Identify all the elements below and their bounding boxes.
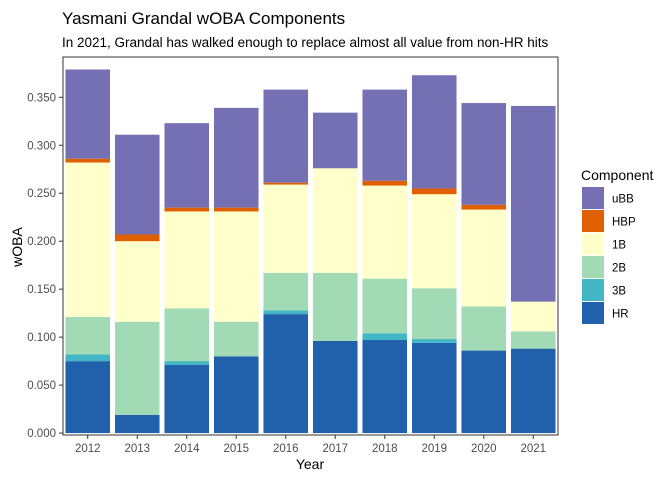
bar-segment-1b-2015	[213, 211, 259, 322]
bar-segment-hbp-2018	[362, 180, 408, 186]
bar-segment-ubb-2012	[65, 69, 111, 159]
chart-title: Yasmani Grandal wOBA Components	[62, 9, 345, 28]
x-axis-title: Year	[296, 456, 325, 472]
plot-panel-border	[62, 56, 559, 436]
x-tick-label: 2015	[223, 443, 249, 455]
y-axis-title: wOBA	[9, 227, 25, 268]
bar-segment-1b-2014	[164, 211, 210, 309]
legend-label-1b: 1B	[612, 240, 626, 252]
bar-segment-ubb-2017	[312, 112, 358, 169]
bar-segment-hbp-2019	[411, 188, 457, 195]
legend-title: Component	[581, 167, 653, 183]
bar-segment-hbp-2015	[213, 207, 259, 212]
bar-segment-hr-2015	[213, 356, 259, 434]
bar-segment-hr-2016	[263, 314, 309, 434]
bar-segment-hr-2018	[362, 340, 408, 434]
bar-segment-1b-2017	[312, 168, 358, 273]
bar-segment-ubb-2014	[164, 123, 210, 208]
bar-segment-3b-2016	[263, 310, 309, 315]
legend: Component uBB HBP 1B 2B 3B HR	[581, 167, 653, 324]
legend-label-ubb: uBB	[612, 194, 634, 206]
legend-key-ubb	[582, 187, 604, 209]
bar-segment-2b-2020	[461, 306, 507, 351]
legend-label-2b: 2B	[612, 263, 626, 275]
legend-key-hr	[582, 302, 604, 324]
y-tick-label: 0.000	[27, 428, 56, 440]
bar-segment-1b-2013	[114, 241, 160, 322]
legend-key-2b	[582, 256, 604, 278]
y-tick-label: 0.150	[27, 284, 56, 296]
bar-segment-1b-2019	[411, 194, 457, 289]
x-axis: 2012 2013 2014 2015 2016 2017 2018 2019 2020 2021	[75, 435, 546, 455]
x-tick-label: 2013	[124, 443, 150, 455]
chart-subtitle: In 2021, Grandal has walked enough to re…	[62, 35, 549, 50]
x-tick-label: 2012	[75, 443, 101, 455]
bar-segment-2b-2021	[510, 331, 556, 349]
bar-segment-hbp-2016	[263, 182, 309, 185]
bar-segment-hbp-2013	[114, 234, 160, 242]
bar-segment-ubb-2013	[114, 134, 160, 235]
bar-segment-hr-2013	[114, 414, 160, 434]
y-axis: 0.000 0.050 0.100 0.150 0.200 0.250 0.300 0.350	[27, 92, 63, 440]
bar-segment-2b-2015	[213, 321, 259, 357]
bar-segment-1b-2020	[461, 209, 507, 307]
bar-segment-2b-2014	[164, 308, 210, 362]
x-tick-label: 2020	[471, 443, 497, 455]
bar-segment-hr-2020	[461, 350, 507, 434]
legend-label-hbp: HBP	[612, 217, 636, 229]
bar-segment-hbp-2012	[65, 158, 111, 163]
bar-segment-1b-2021	[510, 301, 556, 332]
bar-segment-3b-2019	[411, 339, 457, 343]
x-tick-label: 2016	[273, 443, 299, 455]
x-tick-label: 2019	[421, 443, 447, 455]
bar-segment-ubb-2018	[362, 89, 408, 181]
legend-key-3b	[582, 279, 604, 301]
y-tick-label: 0.100	[27, 332, 56, 344]
y-tick-label: 0.300	[27, 140, 56, 152]
bars-group	[65, 69, 556, 434]
y-tick-label: 0.200	[27, 236, 56, 248]
bar-segment-3b-2018	[362, 333, 408, 341]
bar-segment-hr-2021	[510, 348, 556, 434]
bar-segment-1b-2016	[263, 184, 309, 273]
bar-segment-ubb-2021	[510, 105, 556, 302]
bar-segment-2b-2013	[114, 321, 160, 415]
y-tick-label: 0.350	[27, 92, 56, 104]
bar-segment-2b-2018	[362, 278, 408, 334]
x-tick-label: 2017	[322, 443, 348, 455]
bar-segment-2b-2017	[312, 272, 358, 341]
bar-segment-3b-2014	[164, 361, 210, 365]
y-tick-label: 0.250	[27, 188, 56, 200]
x-tick-label: 2018	[372, 443, 398, 455]
x-tick-label: 2021	[520, 443, 546, 455]
bar-segment-hbp-2020	[461, 204, 507, 210]
bar-segment-3b-2012	[65, 354, 111, 362]
legend-label-3b: 3B	[612, 286, 626, 298]
bar-segment-ubb-2016	[263, 89, 309, 183]
bar-segment-1b-2012	[65, 162, 111, 317]
bar-segment-hbp-2014	[164, 207, 210, 212]
legend-key-1b	[582, 233, 604, 255]
legend-label-hr: HR	[612, 309, 629, 321]
bar-segment-hr-2012	[65, 361, 111, 434]
y-tick-label: 0.050	[27, 380, 56, 392]
bar-segment-ubb-2019	[411, 75, 457, 189]
x-tick-label: 2014	[174, 443, 200, 455]
bar-segment-2b-2016	[263, 272, 309, 311]
bar-segment-hr-2014	[164, 364, 210, 434]
bar-segment-hr-2017	[312, 340, 358, 434]
legend-key-hbp	[582, 210, 604, 232]
bar-segment-1b-2018	[362, 185, 408, 279]
bar-segment-2b-2019	[411, 288, 457, 340]
bar-segment-2b-2012	[65, 316, 111, 355]
bar-segment-ubb-2015	[213, 107, 259, 208]
bar-segment-hr-2019	[411, 342, 457, 434]
bar-segment-ubb-2020	[461, 103, 507, 205]
